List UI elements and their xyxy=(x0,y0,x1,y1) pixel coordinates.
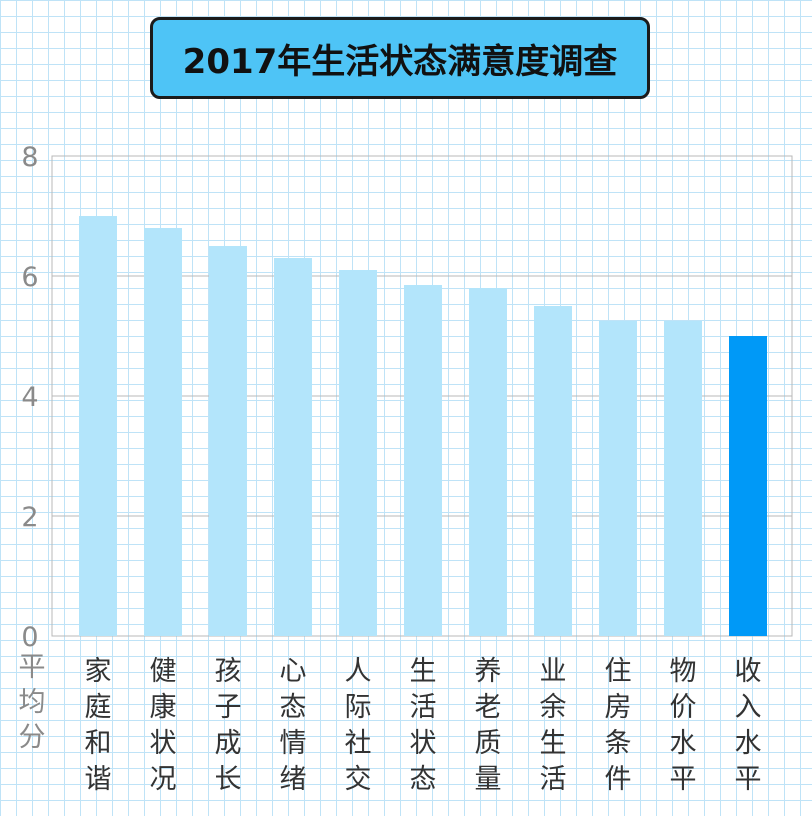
bar-11 xyxy=(729,336,767,636)
category-label: 住房条件 xyxy=(605,656,632,795)
bar-4 xyxy=(274,258,312,636)
bar-1 xyxy=(79,216,117,636)
category-label: 业余生活 xyxy=(540,656,567,795)
y-tick-label: 4 xyxy=(21,382,38,413)
bar-5 xyxy=(339,270,377,636)
bar-10 xyxy=(664,321,702,636)
category-label: 人际社交 xyxy=(345,656,372,795)
category-label: 健康状况 xyxy=(150,656,177,795)
bar-6 xyxy=(404,285,442,636)
category-label: 养老质量 xyxy=(475,656,502,795)
x-axis-categories: 家庭和谐 健康状况 孩子成长 心态情绪 人际社交 生活状态 养老质量 业余生活 住房条件 物价水平… xyxy=(85,656,762,795)
y-axis-ticks: 0 2 4 6 8 xyxy=(21,142,38,653)
chart-title: 2017年生活状态满意度调查 xyxy=(182,41,618,82)
bar-9 xyxy=(599,321,637,636)
bar-8 xyxy=(534,306,572,636)
bar-2 xyxy=(144,228,182,636)
category-label: 收入水平 xyxy=(735,656,762,795)
y-axis-title: 平均分 xyxy=(19,652,46,753)
category-label: 心态情绪 xyxy=(280,656,307,795)
y-tick-label: 2 xyxy=(21,502,38,533)
category-label: 生活状态 xyxy=(410,656,437,795)
chart-bars xyxy=(79,216,767,636)
chart-title-box: 2017年生活状态满意度调查 xyxy=(150,17,650,99)
bar-3 xyxy=(209,246,247,636)
y-tick-label: 6 xyxy=(21,262,38,293)
category-label: 孩子成长 xyxy=(215,656,242,795)
category-label: 物价水平 xyxy=(670,656,697,795)
y-tick-label: 0 xyxy=(21,622,38,653)
bar-7 xyxy=(469,288,507,636)
y-tick-label: 8 xyxy=(21,142,38,173)
category-label: 家庭和谐 xyxy=(85,656,112,795)
y-axis-label: 平均分 xyxy=(19,652,46,753)
